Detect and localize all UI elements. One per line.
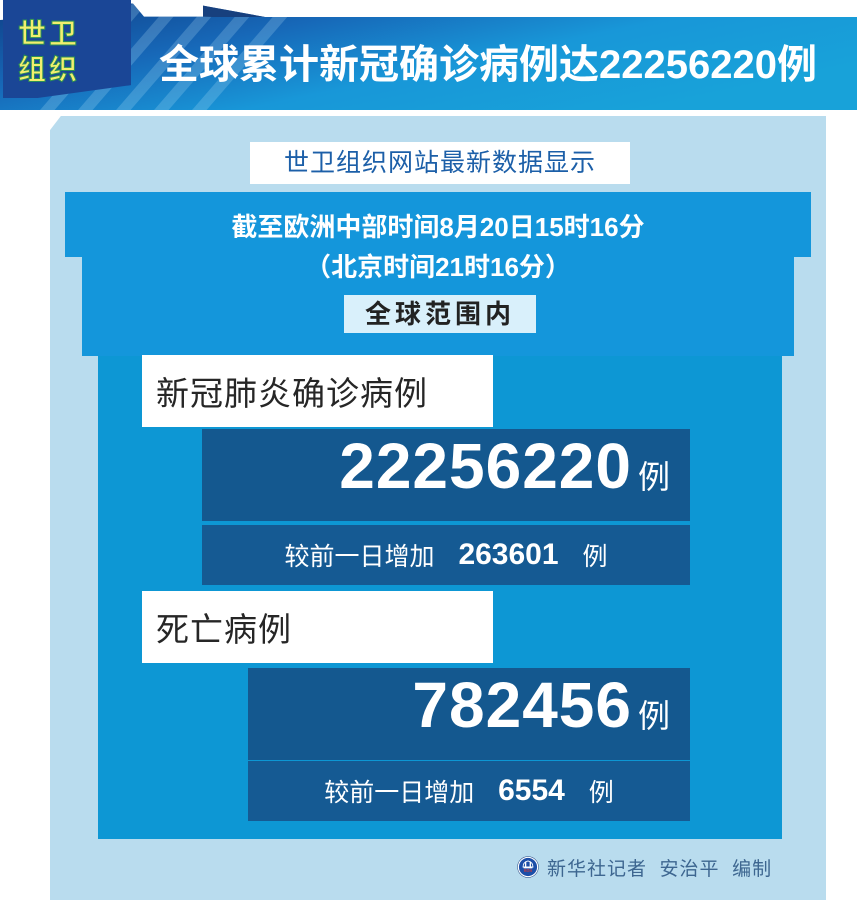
svg-text:新华社: 新华社 (524, 868, 532, 872)
